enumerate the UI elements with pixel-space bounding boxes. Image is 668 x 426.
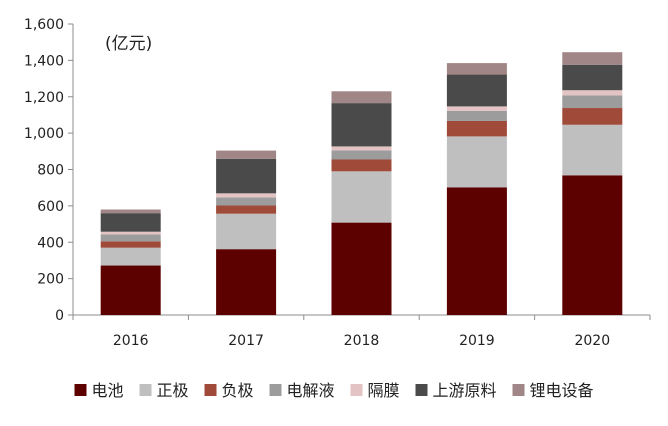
bar-segment xyxy=(216,213,277,250)
bar-segment xyxy=(562,52,623,65)
legend-swatch xyxy=(512,384,525,396)
bar-segment xyxy=(562,90,623,96)
bar-segment xyxy=(100,241,161,248)
bar-segment xyxy=(216,150,277,159)
legend-item: 上游原料 xyxy=(415,381,497,400)
legend-label: 锂电设备 xyxy=(530,381,594,400)
bar-segment xyxy=(562,124,623,176)
bar-segment xyxy=(562,95,623,109)
y-tick-label: 1,400 xyxy=(24,53,64,69)
bar-segment xyxy=(331,159,392,172)
bar-segment xyxy=(216,249,277,315)
legend-label: 电解液 xyxy=(287,381,335,400)
x-tick-label: 2020 xyxy=(574,333,610,349)
y-tick-label: 400 xyxy=(37,235,64,251)
bars-layer xyxy=(100,52,623,315)
legend-item: 负极 xyxy=(204,381,254,400)
axis-layer: 0 200 400 600 800 1,000 1,200 1,400 1,600 2016 201… xyxy=(24,17,651,349)
legend-label: 上游原料 xyxy=(433,381,497,400)
y-tick-label: 600 xyxy=(37,199,64,215)
bar-segment xyxy=(446,110,507,121)
legend-label: 隔膜 xyxy=(368,381,400,400)
bar-segment xyxy=(562,64,623,91)
legend-item: 锂电设备 xyxy=(512,381,594,400)
bar-segment xyxy=(100,247,161,266)
bar-segment xyxy=(446,187,507,315)
bar-segment xyxy=(331,222,392,315)
y-tick-label: 800 xyxy=(37,163,64,179)
legend-swatch xyxy=(415,384,428,396)
y-tick-label: 200 xyxy=(37,272,64,288)
x-tick-label: 2018 xyxy=(344,333,380,349)
bar-segment xyxy=(216,205,277,214)
y-tick-label: 1,000 xyxy=(24,126,64,142)
bar-segment xyxy=(331,171,392,223)
bar-segment xyxy=(100,234,161,242)
bar-segment xyxy=(331,103,392,147)
bar-segment xyxy=(100,209,161,214)
bar-segment xyxy=(331,146,392,151)
legend-item: 隔膜 xyxy=(350,381,400,400)
y-tick-label: 1,200 xyxy=(24,90,64,106)
legend-swatch xyxy=(204,384,217,396)
unit-label: (亿元) xyxy=(105,34,152,54)
legend-swatch xyxy=(74,384,87,396)
bar-segment xyxy=(216,197,277,206)
legend-label: 正极 xyxy=(157,381,189,400)
bar-segment xyxy=(446,136,507,188)
y-tick-label: 1,600 xyxy=(24,17,64,33)
x-tick-label: 2019 xyxy=(459,333,495,349)
x-tick-label: 2016 xyxy=(113,333,149,349)
bar-segment xyxy=(331,91,392,104)
legend-swatch xyxy=(350,384,363,396)
bar-segment xyxy=(216,158,277,194)
legend-swatch xyxy=(139,384,152,396)
bar-segment xyxy=(446,120,507,137)
legend-swatch xyxy=(269,384,282,396)
bar-segment xyxy=(100,213,161,232)
bar-segment xyxy=(446,74,507,107)
legend-item: 电池 xyxy=(74,381,124,400)
bar-segment xyxy=(331,150,392,160)
legend: 电池 正极 负极 电解液 隔膜 上游原料 锂电设备 xyxy=(74,381,594,400)
legend-label: 负极 xyxy=(222,381,254,400)
legend-label: 电池 xyxy=(92,381,124,400)
bar-segment xyxy=(100,231,161,235)
x-tick-label: 2017 xyxy=(228,333,264,349)
bar-segment xyxy=(216,193,277,198)
bar-segment xyxy=(446,106,507,111)
bar-segment xyxy=(446,63,507,75)
legend-item: 正极 xyxy=(139,381,189,400)
y-tick-label: 0 xyxy=(55,308,64,324)
bar-segment xyxy=(100,265,161,315)
bar-segment xyxy=(562,108,623,125)
legend-item: 电解液 xyxy=(269,381,335,400)
bar-segment xyxy=(562,175,623,315)
